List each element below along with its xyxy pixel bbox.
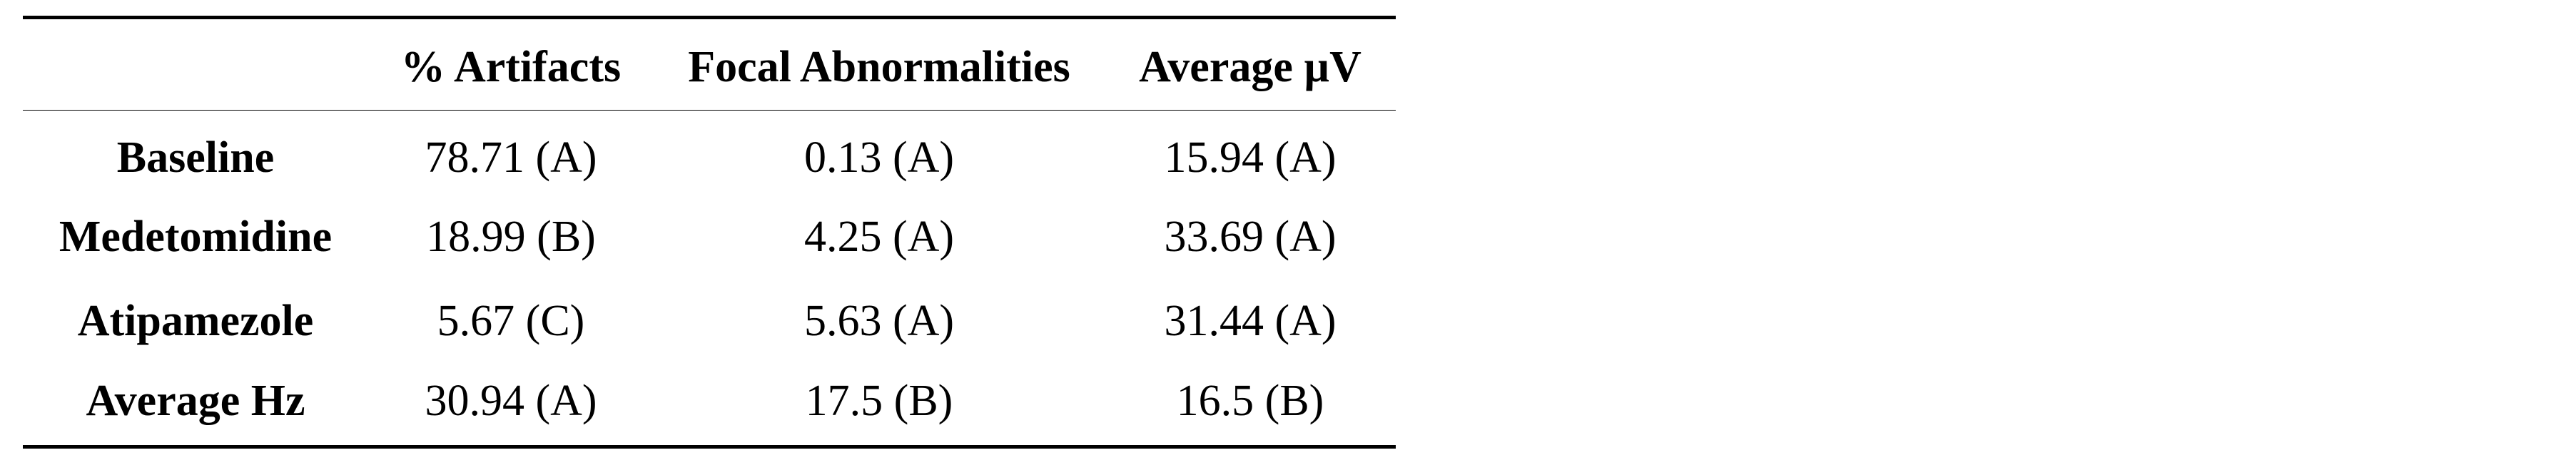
row-label-average-hz: Average Hz (23, 362, 368, 449)
table-header: % Artifacts Focal Abnormalities Average … (23, 16, 1396, 111)
cell-baseline-artifacts: 78.71 (A) (425, 133, 597, 182)
header-focal-abnormalities: Focal Abnormalities (654, 16, 1105, 111)
cell-atipamezole-focal: 5.63 (A) (803, 296, 955, 345)
table-row: Average Hz 30.94 (A) 17.5 (B) 16.5 (B) (23, 362, 1396, 449)
table-row: Atipamezole 5.67 (C) 5.63 (A) 31.44 (A) (23, 279, 1396, 363)
results-table-container: % Artifacts Focal Abnormalities Average … (23, 16, 1396, 449)
cell-average-hz-focal: 17.5 (B) (654, 362, 1105, 449)
cell-medetomidine-artifacts: 18.99 (B) (426, 212, 596, 261)
header-row: % Artifacts Focal Abnormalities Average … (23, 16, 1396, 111)
header-percent-artifacts: % Artifacts (368, 16, 654, 111)
results-table: % Artifacts Focal Abnormalities Average … (23, 16, 1396, 449)
cell-baseline-focal: 0.13 (A) (803, 133, 955, 182)
cell-atipamezole-artifacts: 5.67 (C) (437, 296, 585, 345)
cell-medetomidine-focal: 4.25 (A) (803, 212, 955, 261)
header-corner-cell (23, 16, 368, 111)
row-label-medetomidine: Medetomidine (59, 212, 333, 261)
cell-atipamezole-microvolts: 31.44 (A) (1164, 296, 1337, 345)
row-label-baseline: Baseline (116, 133, 275, 182)
cell-average-hz-artifacts: 30.94 (A) (368, 362, 654, 449)
cell-average-hz-microvolts: 16.5 (B) (1105, 362, 1396, 449)
table-body: Baseline 78.71 (A) 0.13 (A) 15.94 (A) Me… (23, 111, 1396, 449)
header-average-microvolts: Average µV (1105, 16, 1396, 111)
table-row: Medetomidine 18.99 (B) 4.25 (A) 33.69 (A… (23, 195, 1396, 279)
cell-baseline-microvolts: 15.94 (A) (1164, 133, 1337, 182)
table-row: Baseline 78.71 (A) 0.13 (A) 15.94 (A) (23, 111, 1396, 195)
cell-medetomidine-microvolts: 33.69 (A) (1164, 212, 1337, 261)
row-label-atipamezole: Atipamezole (77, 296, 314, 345)
